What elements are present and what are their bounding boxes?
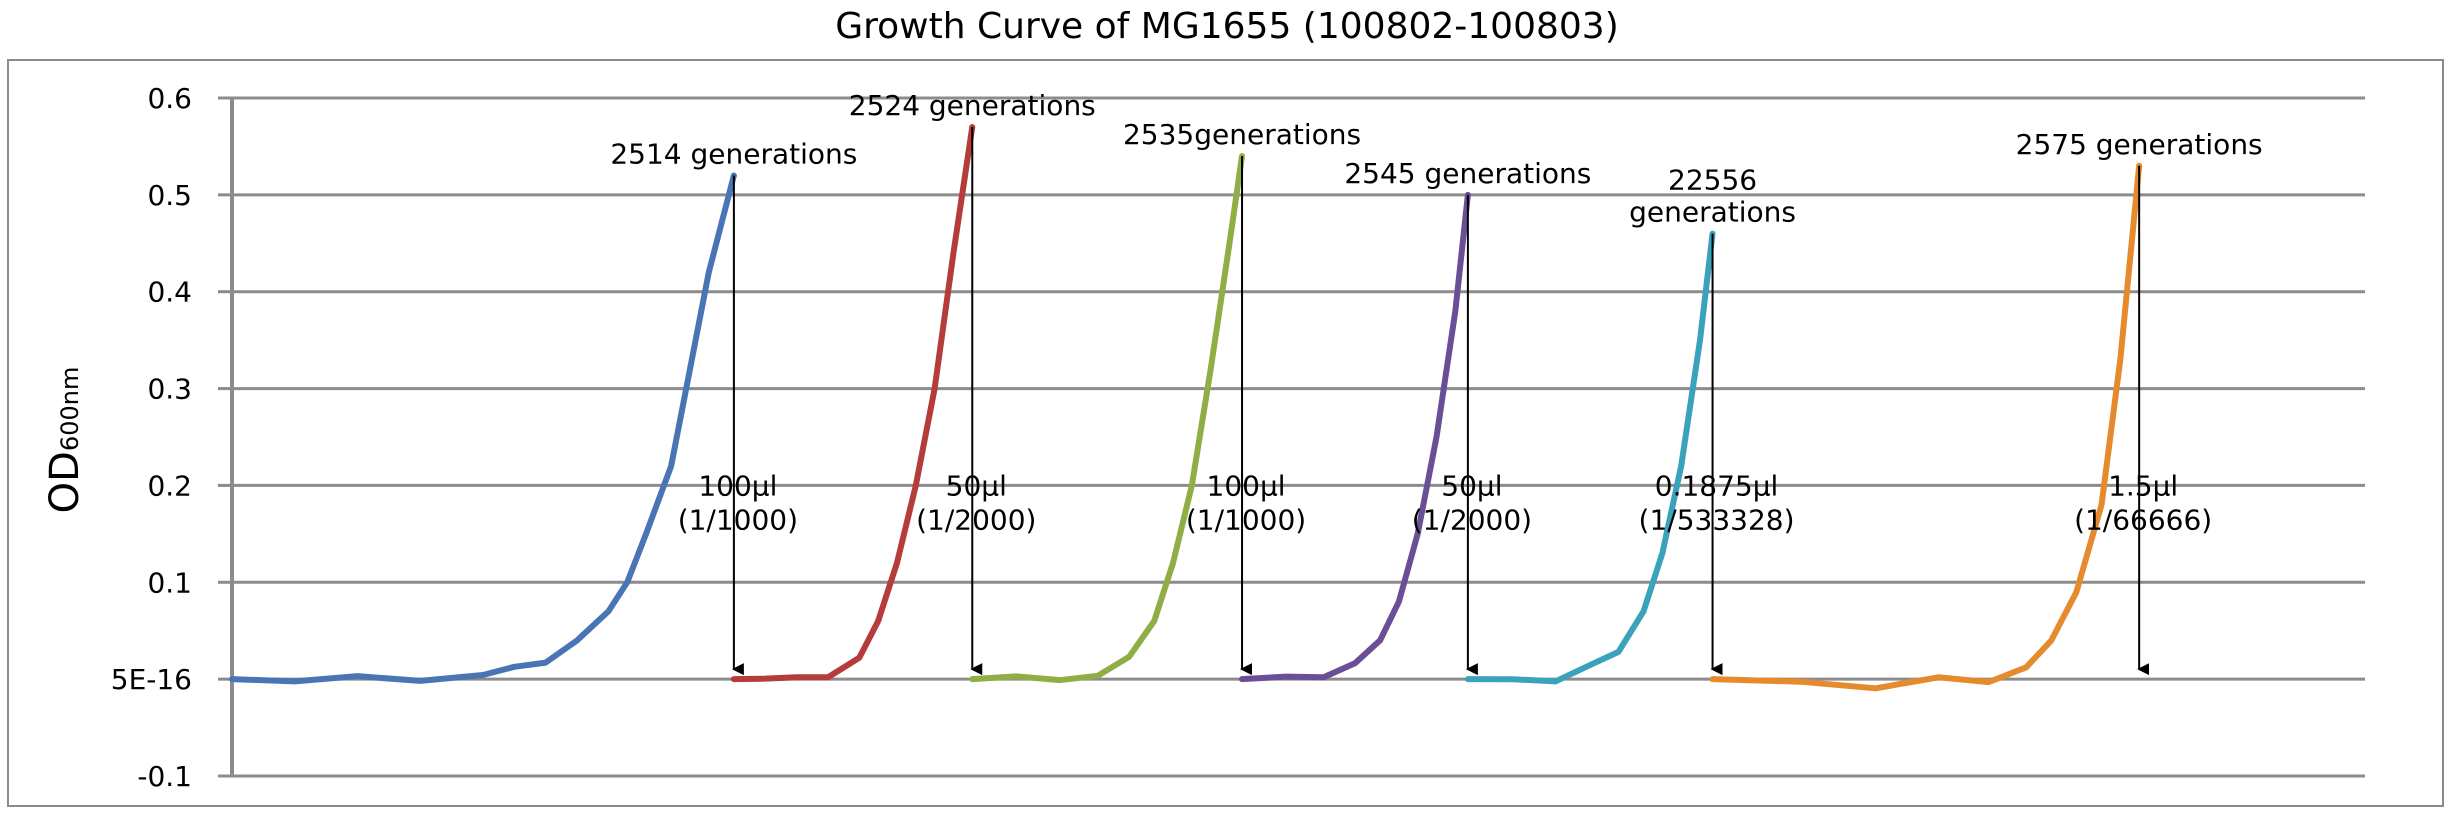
dilution-label-5: (1/66666) — [2074, 503, 2212, 536]
dilution-label-0: 100μl — [698, 469, 777, 502]
series-line-1 — [730, 124, 976, 683]
dilution-label-3: (1/2000) — [1412, 503, 1532, 536]
series-lines — [229, 124, 2143, 692]
dilution-label-3: 50μl — [1441, 469, 1502, 502]
y-tick-label-4: 0.2 — [147, 469, 192, 502]
generation-label-3: 2545 generations — [1344, 157, 1591, 190]
dilution-label-4: 0.1875μl — [1655, 469, 1779, 502]
dilution-label-4: (1/533328) — [1639, 503, 1795, 536]
chart-title: Growth Curve of MG1655 (100802-100803) — [835, 6, 1619, 47]
generation-label-4: 22556 — [1668, 164, 1757, 197]
y-axis-label: OD600nm — [42, 367, 88, 514]
dilution-label-1: 50μl — [946, 469, 1007, 502]
y-tick-label-1: 0.5 — [147, 179, 192, 212]
series-line-4 — [1464, 230, 1716, 685]
y-tick-label-6: 5E-16 — [111, 663, 192, 696]
dilution-label-0: (1/1000) — [678, 503, 798, 536]
generation-label-0: 2514 generations — [610, 137, 857, 170]
series-line-3 — [1239, 191, 1471, 683]
generation-label-4: generations — [1629, 196, 1796, 229]
plot-frame — [7, 59, 2444, 807]
y-tick-label-3: 0.3 — [147, 373, 192, 406]
generation-label-5: 2575 generations — [2016, 128, 2263, 161]
dilution-label-2: 100μl — [1207, 469, 1286, 502]
gridlines — [232, 96, 2365, 778]
dilution-label-1: (1/2000) — [916, 503, 1036, 536]
series-line-5 — [1709, 162, 2143, 692]
series-line-0 — [229, 172, 737, 685]
y-tick-label-0: 0.6 — [147, 82, 192, 115]
dilution-label-5: 1.5μl — [2108, 469, 2178, 502]
generation-label-1: 2524 generations — [849, 89, 1096, 122]
dilution-label-2: (1/1000) — [1186, 503, 1306, 536]
y-tick-label-7: -0.1 — [137, 760, 192, 793]
series-line-2 — [969, 153, 1246, 684]
generation-label-2: 2535generations — [1123, 118, 1361, 151]
y-axis: 0.6 0.5 0.4 0.3 0.2 0.1 5E-16 -0.1 — [111, 82, 234, 793]
y-tick-label-2: 0.4 — [147, 276, 192, 309]
y-tick-label-5: 0.1 — [147, 566, 192, 599]
